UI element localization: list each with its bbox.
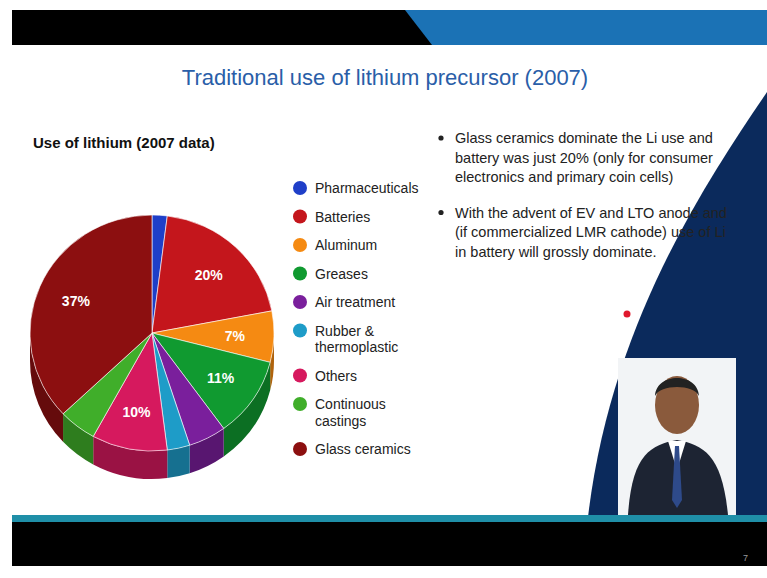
legend-label: Pharmaceuticals (315, 180, 419, 196)
pointer-dot (624, 311, 631, 318)
legend-label: Continuouscastings (315, 396, 386, 429)
pie-slices (30, 215, 274, 451)
presenter-head (655, 376, 699, 434)
presenter-tie (672, 446, 682, 508)
text-line: Glass ceramics dominate the Li use and (455, 130, 713, 146)
bullet-text: Glass ceramics dominate the Li use and ba… (455, 130, 713, 185)
chart-title: Use of lithium (2007 data) (33, 134, 215, 151)
presenter-suit (628, 440, 728, 515)
data-label: 20% (195, 267, 224, 283)
legend-marker (293, 324, 307, 338)
legend-label: Batteries (315, 209, 370, 225)
slide-title: Traditional use of lithium precursor (20… (182, 65, 588, 90)
legend-label: Aluminum (315, 237, 377, 253)
legend-marker (293, 181, 307, 195)
top-blue-band (405, 10, 767, 45)
bullet-dot (438, 135, 443, 140)
data-label: 7% (225, 328, 246, 344)
text-line: electronics and primary coin cells) (455, 169, 673, 185)
legend-marker (293, 238, 307, 252)
text-line: Pharmaceuticals (315, 180, 419, 196)
pie-labels: 20% 7% 11% 10% 37% (62, 267, 246, 420)
legend-label: Greases (315, 266, 368, 282)
legend-label: Air treatment (315, 294, 395, 310)
legend-marker (293, 442, 307, 456)
legend-marker (293, 295, 307, 309)
presenter (618, 358, 736, 515)
pie-slice (30, 215, 152, 414)
text-line: Others (315, 368, 357, 384)
data-label: 11% (207, 370, 235, 386)
slide: Traditional use of lithium precursor (20… (0, 0, 767, 578)
legend-marker (293, 267, 307, 281)
text-line: (if commercialized LMR cathode) use of L… (455, 224, 726, 240)
text-line: Aluminum (315, 237, 377, 253)
text-line: With the advent of EV and LTO anode and (455, 205, 727, 221)
top-band (12, 10, 767, 45)
presenter-hair (655, 378, 699, 396)
legend-label: Rubber &thermoplastic (315, 323, 398, 356)
bottom-line (12, 515, 767, 522)
slice-side (167, 445, 189, 478)
text-line: Rubber & (315, 323, 375, 339)
text-line: castings (315, 413, 366, 429)
legend-marker (293, 397, 307, 411)
legend-marker (293, 210, 307, 224)
presenter-backdrop (618, 358, 736, 515)
text-line: Air treatment (315, 294, 395, 310)
text-line: thermoplastic (315, 339, 398, 355)
text-line: Batteries (315, 209, 370, 225)
legend: Pharmaceuticals Batteries Aluminum Greases A… (293, 180, 419, 457)
text-line: Glass ceramics (315, 441, 411, 457)
page-number: 7 (743, 553, 748, 563)
text-line: Continuous (315, 396, 386, 412)
legend-label: Others (315, 368, 357, 384)
background (0, 0, 767, 578)
data-label: 37% (62, 293, 91, 309)
bullet-text: With the advent of EV and LTO anode and (… (455, 205, 727, 260)
text-line: in battery will grossly dominate. (455, 244, 656, 260)
legend-marker (293, 369, 307, 383)
bottom-band (12, 522, 767, 566)
data-label: 10% (122, 404, 151, 420)
legend-label: Glass ceramics (315, 441, 411, 457)
text-line: battery was just 20% (only for consumer (455, 150, 713, 166)
text-line: Greases (315, 266, 368, 282)
bullet-dot (438, 210, 443, 215)
